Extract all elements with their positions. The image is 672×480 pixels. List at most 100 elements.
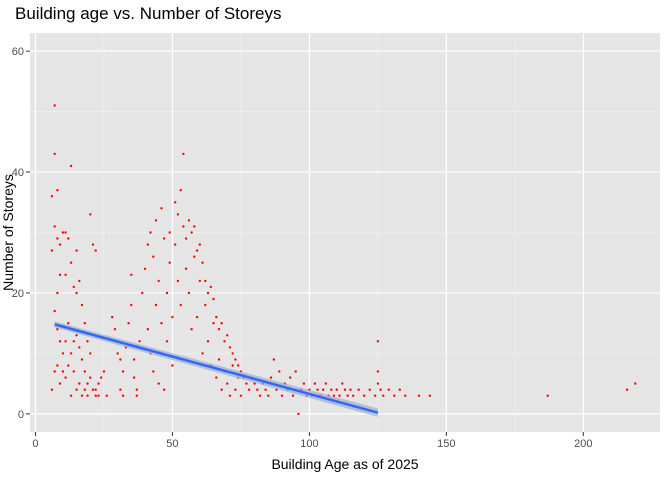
data-point [171, 315, 174, 319]
data-point [80, 394, 84, 397]
data-point [64, 376, 67, 379]
data-point [264, 388, 267, 391]
data-point [174, 201, 177, 204]
data-point [157, 279, 160, 283]
data-point [206, 291, 210, 295]
data-point [53, 225, 56, 228]
data-point [428, 394, 432, 397]
data-point [141, 291, 144, 295]
data-point [149, 231, 152, 234]
data-point [330, 388, 333, 391]
data-point [182, 152, 185, 156]
data-point [67, 322, 70, 325]
data-point [97, 382, 100, 385]
data-point [94, 249, 97, 252]
data-point [195, 249, 199, 252]
data-point [113, 328, 117, 331]
data-point [83, 322, 87, 325]
data-point [324, 382, 327, 385]
data-point [89, 376, 92, 379]
data-point [127, 322, 130, 325]
data-point [165, 291, 169, 295]
data-point [102, 370, 106, 373]
data-point [223, 340, 226, 343]
data-point [176, 279, 180, 283]
data-point [64, 231, 67, 234]
data-point [91, 388, 95, 391]
data-point [217, 358, 221, 361]
data-point [201, 352, 204, 355]
data-point [86, 382, 89, 385]
data-point [152, 255, 155, 258]
data-point [272, 358, 275, 361]
chart-title: Building age vs. Number of Storeys [15, 4, 282, 23]
data-point [217, 328, 221, 331]
data-point [179, 189, 182, 192]
data-point [267, 394, 270, 397]
data-point [130, 303, 133, 307]
data-point [75, 334, 78, 337]
data-point [83, 370, 87, 373]
y-tick-label: 60 [12, 46, 24, 58]
data-point [69, 352, 73, 355]
data-point [58, 382, 62, 385]
data-point [58, 243, 62, 246]
data-point [275, 388, 278, 391]
data-point [130, 273, 133, 276]
data-point [56, 364, 59, 367]
x-tick-label: 200 [574, 438, 592, 450]
data-point [160, 207, 163, 210]
data-point [119, 388, 122, 391]
data-point [280, 394, 284, 397]
data-point [343, 388, 347, 391]
data-point [78, 346, 81, 349]
data-point [152, 370, 155, 373]
data-point [50, 388, 54, 391]
data-point [53, 309, 56, 313]
data-point [69, 164, 73, 168]
data-point [201, 261, 204, 264]
data-point [184, 237, 188, 240]
data-point [75, 388, 78, 391]
data-point [193, 225, 196, 228]
data-point [179, 303, 182, 307]
data-point [393, 394, 396, 397]
data-point [165, 340, 169, 343]
data-point [61, 370, 65, 373]
data-point [56, 328, 59, 331]
data-point [302, 382, 306, 385]
data-point [204, 303, 207, 307]
data-point [119, 358, 122, 361]
data-point [132, 358, 136, 361]
x-tick-label: 100 [300, 438, 318, 450]
data-point [105, 394, 108, 397]
data-point [67, 237, 70, 240]
trend-line-group [54, 321, 379, 417]
data-point [138, 340, 141, 343]
data-point [368, 388, 371, 391]
data-point [64, 273, 67, 276]
data-point [376, 382, 380, 385]
data-point [253, 382, 256, 385]
data-point [121, 394, 125, 397]
x-axis-ticks: 0 50 100 150 200 [32, 432, 592, 450]
data-point [163, 388, 166, 391]
data-point [220, 322, 223, 325]
y-tick-label: 0 [18, 409, 24, 421]
y-axis-ticks: 0 20 40 60 [12, 46, 30, 421]
data-point [376, 340, 380, 343]
data-point [198, 243, 201, 246]
data-point [135, 394, 138, 397]
data-point [111, 315, 114, 319]
data-point [190, 231, 193, 234]
data-point [132, 376, 136, 379]
data-point [89, 213, 92, 216]
minor-gridlines [30, 33, 660, 432]
data-point [50, 195, 54, 198]
y-tick-label: 20 [12, 288, 24, 300]
data-point [363, 394, 366, 397]
data-point [215, 376, 218, 379]
data-point [349, 388, 352, 391]
data-point [294, 370, 297, 373]
data-point [258, 394, 262, 397]
